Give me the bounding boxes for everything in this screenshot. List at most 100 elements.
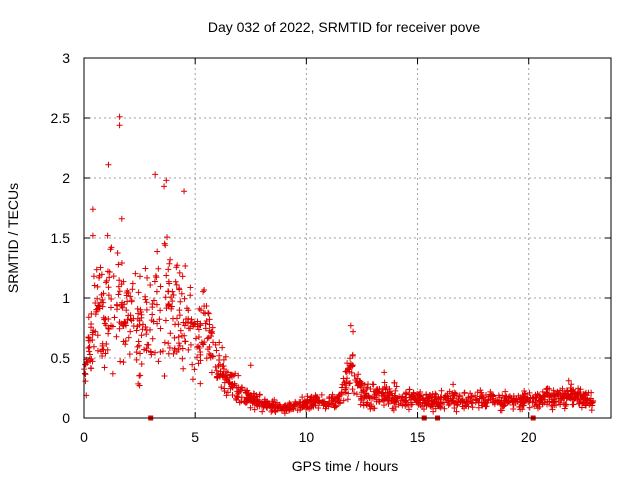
data-point [116, 325, 123, 332]
data-point [308, 393, 315, 400]
data-point [191, 366, 198, 373]
data-point [457, 399, 464, 406]
data-point [233, 396, 240, 403]
data-point [571, 390, 578, 397]
x-tick-label: 0 [80, 429, 88, 445]
data-point [354, 382, 361, 389]
data-point [432, 405, 439, 412]
data-point [157, 283, 164, 290]
data-point [149, 335, 156, 342]
data-point [539, 388, 546, 395]
data-point [229, 392, 236, 399]
data-point [576, 400, 583, 407]
data-point [351, 372, 358, 379]
data-point [189, 361, 196, 368]
data-point [375, 398, 382, 405]
data-point [167, 330, 174, 337]
data-point [312, 392, 319, 399]
data-point [325, 400, 332, 407]
data-point [482, 398, 489, 405]
data-point [438, 393, 445, 400]
data-point [171, 334, 178, 341]
data-point [464, 399, 471, 406]
data-point [358, 397, 365, 404]
data-point [144, 341, 151, 348]
data-point [216, 373, 223, 380]
y-tick-label: 0.5 [51, 350, 71, 366]
data-point [201, 303, 208, 310]
data-point [189, 376, 196, 383]
data-point [250, 390, 257, 397]
data-point [175, 340, 182, 347]
data-point [247, 404, 254, 411]
data-point [526, 404, 533, 411]
data-point [200, 288, 207, 295]
data-point [219, 344, 226, 351]
data-point [229, 384, 236, 391]
data-point [304, 393, 311, 400]
x-tick-labels: 0 5 10 15 20 [80, 429, 537, 445]
data-point [125, 334, 132, 341]
x-tick-label: 15 [410, 429, 426, 445]
data-point [570, 401, 577, 408]
data-point [568, 381, 575, 388]
data-point [533, 394, 540, 401]
data-point [548, 402, 555, 409]
data-point [547, 392, 554, 399]
data-point [142, 323, 149, 330]
data-point [224, 369, 231, 376]
data-point [281, 406, 288, 413]
data-point [144, 274, 151, 281]
data-point [343, 368, 350, 375]
data-point [465, 403, 472, 410]
data-point [385, 400, 392, 407]
data-point [101, 364, 108, 371]
data-point [430, 408, 437, 415]
data-point [162, 242, 169, 249]
data-point [153, 288, 160, 295]
data-point [106, 326, 113, 333]
data-point [433, 398, 440, 405]
data-point [241, 398, 248, 405]
data-point [238, 394, 245, 401]
data-point [213, 374, 220, 381]
data-point [450, 393, 457, 400]
data-point [299, 394, 306, 401]
data-point [425, 400, 432, 407]
data-point [438, 387, 445, 394]
data-point [136, 382, 143, 389]
data-point [195, 343, 202, 350]
data-point [159, 348, 166, 355]
data-point [150, 297, 157, 304]
outlier-point [89, 232, 96, 239]
data-point [187, 341, 194, 348]
data-point [337, 399, 344, 406]
data-point [584, 396, 591, 403]
data-point [329, 391, 336, 398]
data-point [94, 332, 101, 339]
data-point [339, 381, 346, 388]
data-point [520, 402, 527, 409]
data-point [114, 249, 121, 256]
data-point [364, 381, 371, 388]
data-point [148, 351, 155, 358]
data-point [222, 353, 229, 360]
data-point [105, 316, 112, 323]
data-point [580, 399, 587, 406]
data-point [127, 328, 134, 335]
data-point [539, 401, 546, 408]
data-point [410, 393, 417, 400]
data-point [105, 330, 112, 337]
data-point [212, 363, 219, 370]
data-point [224, 389, 231, 396]
data-point [467, 390, 474, 397]
data-point [147, 281, 154, 288]
data-point [179, 332, 186, 339]
data-point [229, 373, 236, 380]
data-point [347, 363, 354, 370]
data-point [326, 394, 333, 401]
data-point [109, 323, 116, 330]
data-point [98, 271, 105, 278]
data-point [85, 314, 92, 321]
data-point [181, 322, 188, 329]
